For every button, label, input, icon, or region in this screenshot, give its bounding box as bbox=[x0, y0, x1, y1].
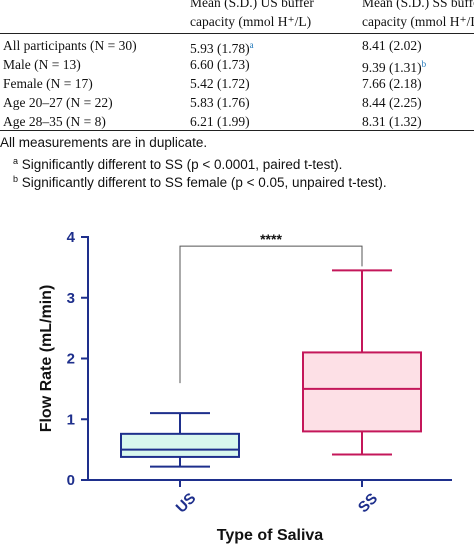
col-ss-header-line2: capacity (mmol H⁺/L) bbox=[362, 14, 474, 29]
significance-bracket bbox=[179, 245, 363, 384]
note-a-text: Significantly different to SS (p < 0.000… bbox=[21, 157, 343, 172]
row-ss-value: 8.41 (2.02) bbox=[362, 36, 422, 55]
row-group: Age 20–27 (N = 22) bbox=[3, 95, 113, 110]
ss-value-text: 8.44 (2.25) bbox=[362, 95, 422, 110]
us-value-text: 5.42 (1.72) bbox=[190, 76, 250, 91]
row-us-value: 6.21 (1.99) bbox=[190, 112, 250, 131]
iqr-box bbox=[120, 432, 240, 458]
footnote-mark[interactable]: b bbox=[421, 59, 427, 69]
row-group: Female (N = 17) bbox=[3, 76, 93, 91]
x-tick-label: SS bbox=[355, 490, 381, 516]
row-group: Age 28–35 (N = 8) bbox=[3, 114, 106, 129]
ss-value-text: 7.66 (2.18) bbox=[362, 76, 422, 91]
table-row: Age 28–35 (N = 8) 6.21 (1.99) 8.31 (1.32) bbox=[0, 112, 474, 131]
note-b-mark: b bbox=[13, 174, 19, 184]
table-bottom-rule bbox=[0, 130, 474, 131]
y-tick-label: 0 bbox=[67, 472, 75, 489]
us-value-text: 5.93 (1.78) bbox=[190, 41, 250, 56]
ss-value-text: 8.31 (1.32) bbox=[362, 114, 422, 129]
row-us-value: 5.93 (1.78)a bbox=[190, 36, 254, 58]
col-ss-header-line1: Mean (S.D.) SS buffer bbox=[362, 0, 474, 10]
y-tick-label: 2 bbox=[67, 351, 75, 368]
y-tick-label: 4 bbox=[67, 229, 76, 246]
col-us-header-line1: Mean (S.D.) US buffer bbox=[190, 0, 314, 10]
note-a: a Significantly different to SS (p < 0.0… bbox=[13, 152, 342, 174]
table-rule bbox=[0, 33, 474, 34]
y-tick-label: 3 bbox=[67, 290, 75, 307]
flow-rate-box-plot: 0 1 2 3 4 US SS **** Flow Rate (mL/min) Type of S… bbox=[38, 229, 452, 544]
row-us-value: 5.42 (1.72) bbox=[190, 74, 250, 93]
us-value-text: 5.83 (1.76) bbox=[190, 95, 250, 110]
footnote-mark[interactable]: a bbox=[249, 40, 254, 50]
x-tick-label: US bbox=[173, 490, 200, 517]
row-group: Male (N = 13) bbox=[3, 57, 81, 72]
us-value-text: 6.60 (1.73) bbox=[190, 57, 250, 72]
col-us-header-line2: capacity (mmol H⁺/L) bbox=[190, 14, 312, 29]
table-row: Female (N = 17) 5.42 (1.72) 7.66 (2.18) bbox=[0, 74, 474, 93]
us-value-text: 6.21 (1.99) bbox=[190, 114, 250, 129]
note-a-mark: a bbox=[13, 156, 19, 166]
row-us-value: 5.83 (1.76) bbox=[190, 93, 250, 112]
x-axis-title: Type of Saliva bbox=[217, 527, 324, 544]
row-ss-value: 8.44 (2.25) bbox=[362, 93, 422, 112]
row-us-value: 6.60 (1.73) bbox=[190, 55, 250, 74]
note-b: b Significantly different to SS female (… bbox=[13, 170, 387, 192]
row-ss-value: 9.39 (1.31)b bbox=[362, 55, 426, 77]
table-row: All participants (N = 30) 5.93 (1.78)a 8.4… bbox=[0, 36, 474, 58]
table-row: Age 20–27 (N = 22) 5.83 (1.76) 8.44 (2.25) bbox=[0, 93, 474, 112]
significance-label: **** bbox=[260, 231, 282, 247]
ss-value-text: 8.41 (2.02) bbox=[362, 38, 422, 53]
buffer-capacity-table: Mean (S.D.) US buffer capacity (mmol H⁺/… bbox=[0, 0, 474, 132]
row-ss-value: 8.31 (1.32) bbox=[362, 112, 422, 131]
ss-value-text: 9.39 (1.31) bbox=[362, 60, 422, 75]
row-ss-value: 7.66 (2.18) bbox=[362, 74, 422, 93]
note-general: All measurements are in duplicate. bbox=[0, 135, 208, 150]
iqr-box bbox=[302, 351, 422, 433]
note-b-text: Significantly different to SS female (p … bbox=[21, 175, 387, 190]
y-tick-label: 1 bbox=[67, 411, 75, 428]
y-axis-title: Flow Rate (mL/min) bbox=[38, 285, 55, 433]
table-row: Male (N = 13) 6.60 (1.73) 9.39 (1.31)b bbox=[0, 55, 474, 77]
plot-area: 0 1 2 3 4 US SS **** Flow Rate (mL/min) Type of S… bbox=[38, 229, 452, 544]
row-group: All participants (N = 30) bbox=[3, 38, 137, 53]
